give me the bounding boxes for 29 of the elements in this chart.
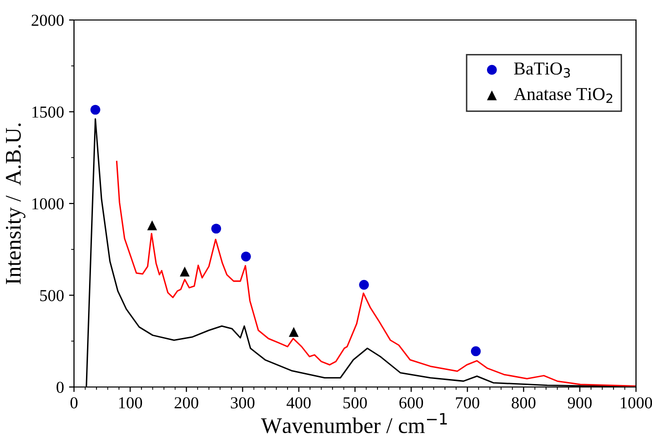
line-series (116, 160, 636, 387)
x-tick-label: 1000 (620, 397, 652, 408)
point (211, 224, 222, 234)
x-tick-label: 700 (456, 397, 480, 408)
x-tick-label: 0 (70, 397, 78, 408)
point (359, 280, 369, 290)
legend-label: BaTiO$_{3}$ (514, 62, 570, 78)
legend-label: Anatase TiO$_{2}$ (514, 88, 612, 103)
y-tick-label: 2000 (32, 14, 64, 26)
point (241, 252, 251, 262)
point (288, 327, 299, 337)
point (470, 346, 481, 356)
x-tick-label: 300 (230, 397, 254, 408)
x-tick-label: 400 (286, 397, 311, 408)
y-tick-label: 1000 (32, 198, 64, 210)
point (180, 266, 190, 276)
x-tick-label: 800 (512, 397, 536, 408)
y-tick-label: 500 (40, 290, 64, 302)
x-tick-label: 900 (568, 397, 592, 408)
x-tick-label: 200 (174, 397, 198, 408)
y-tick-label: 1500 (32, 106, 64, 118)
y-tick-label: 0 (56, 382, 64, 393)
point (90, 104, 100, 115)
x-tick-label: 100 (119, 397, 142, 408)
x-axis-title: Wavenumber / cm$^{−1}$ (261, 413, 447, 434)
point (147, 220, 158, 230)
y-axis-title: Intensity / A.B.U. (6, 123, 26, 284)
x-tick-label: 500 (343, 397, 367, 408)
x-tick-label: 600 (399, 397, 424, 408)
